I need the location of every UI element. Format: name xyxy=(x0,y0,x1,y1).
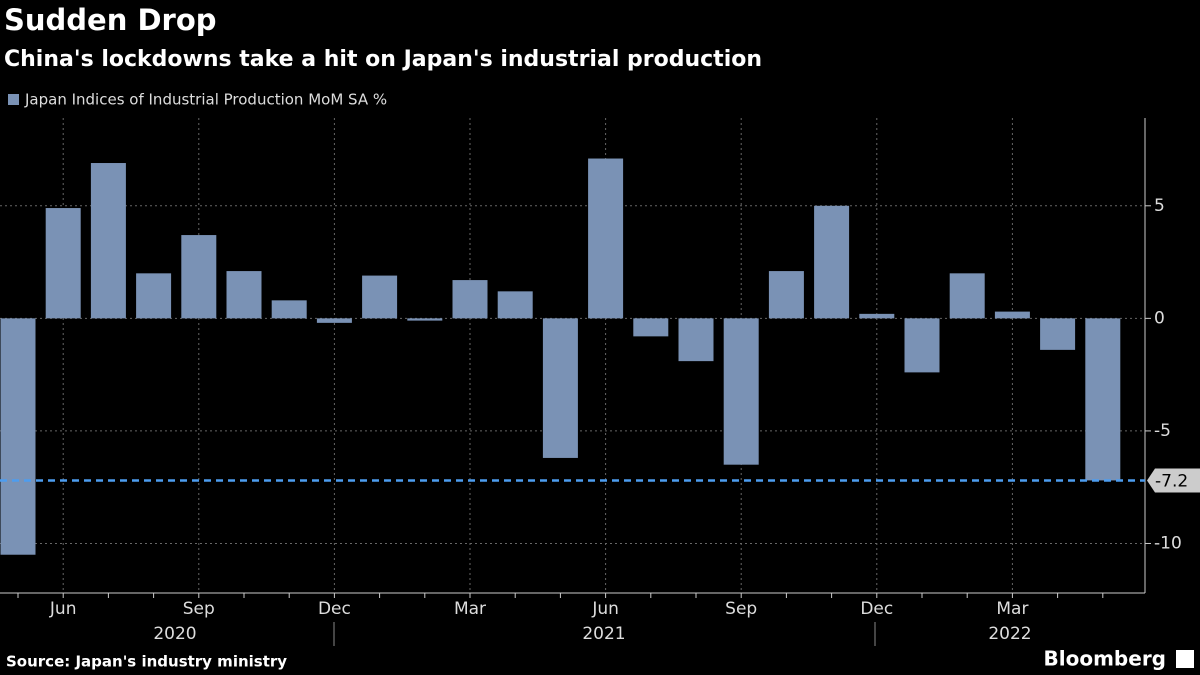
year-label: 2022 xyxy=(988,624,1031,644)
x-tick-label: Dec xyxy=(860,599,893,619)
chart-title: Sudden Drop xyxy=(4,3,217,37)
bar xyxy=(181,235,217,319)
x-tick-label: Mar xyxy=(454,599,486,619)
x-tick-label: Jun xyxy=(591,599,619,619)
bar xyxy=(588,158,624,319)
bar xyxy=(452,280,488,319)
bar xyxy=(407,318,443,321)
bar xyxy=(497,291,533,319)
bar xyxy=(271,300,307,319)
bar xyxy=(316,318,352,323)
bar xyxy=(542,318,578,458)
reference-label: -7.2 xyxy=(1155,471,1188,491)
bar xyxy=(814,205,850,319)
bar xyxy=(768,271,804,319)
bar xyxy=(1085,318,1121,481)
bar xyxy=(136,273,172,319)
y-tick-label: -10 xyxy=(1154,533,1182,553)
y-tick-label: -5 xyxy=(1154,421,1171,441)
bar xyxy=(678,318,714,362)
brand: Bloomberg xyxy=(1044,647,1166,671)
year-label: 2021 xyxy=(582,624,625,644)
y-tick-label: 0 xyxy=(1154,308,1165,328)
legend-swatch xyxy=(8,94,19,105)
chart-subtitle: China's lockdowns take a hit on Japan's … xyxy=(4,47,762,72)
y-tick-label: 5 xyxy=(1154,196,1165,216)
bar xyxy=(633,318,669,337)
x-tick-label: Dec xyxy=(318,599,351,619)
x-tick-label: Sep xyxy=(725,599,757,619)
bar xyxy=(362,275,398,319)
bar xyxy=(904,318,940,373)
bar xyxy=(0,318,36,555)
bar xyxy=(90,163,126,319)
reference-label-box xyxy=(1147,468,1200,493)
source: Source: Japan's industry ministry xyxy=(6,653,287,671)
bar xyxy=(949,273,985,319)
bar xyxy=(45,208,81,319)
bar xyxy=(859,313,895,319)
x-tick-label: Mar xyxy=(996,599,1028,619)
year-label: 2020 xyxy=(153,624,196,644)
bar xyxy=(994,311,1030,319)
bar xyxy=(723,318,759,465)
brand-icon xyxy=(1176,650,1194,668)
x-tick-label: Sep xyxy=(183,599,215,619)
bar xyxy=(226,271,262,319)
x-tick-label: Jun xyxy=(49,599,77,619)
bar xyxy=(1040,318,1076,350)
legend-label: Japan Indices of Industrial Production M… xyxy=(24,91,387,109)
